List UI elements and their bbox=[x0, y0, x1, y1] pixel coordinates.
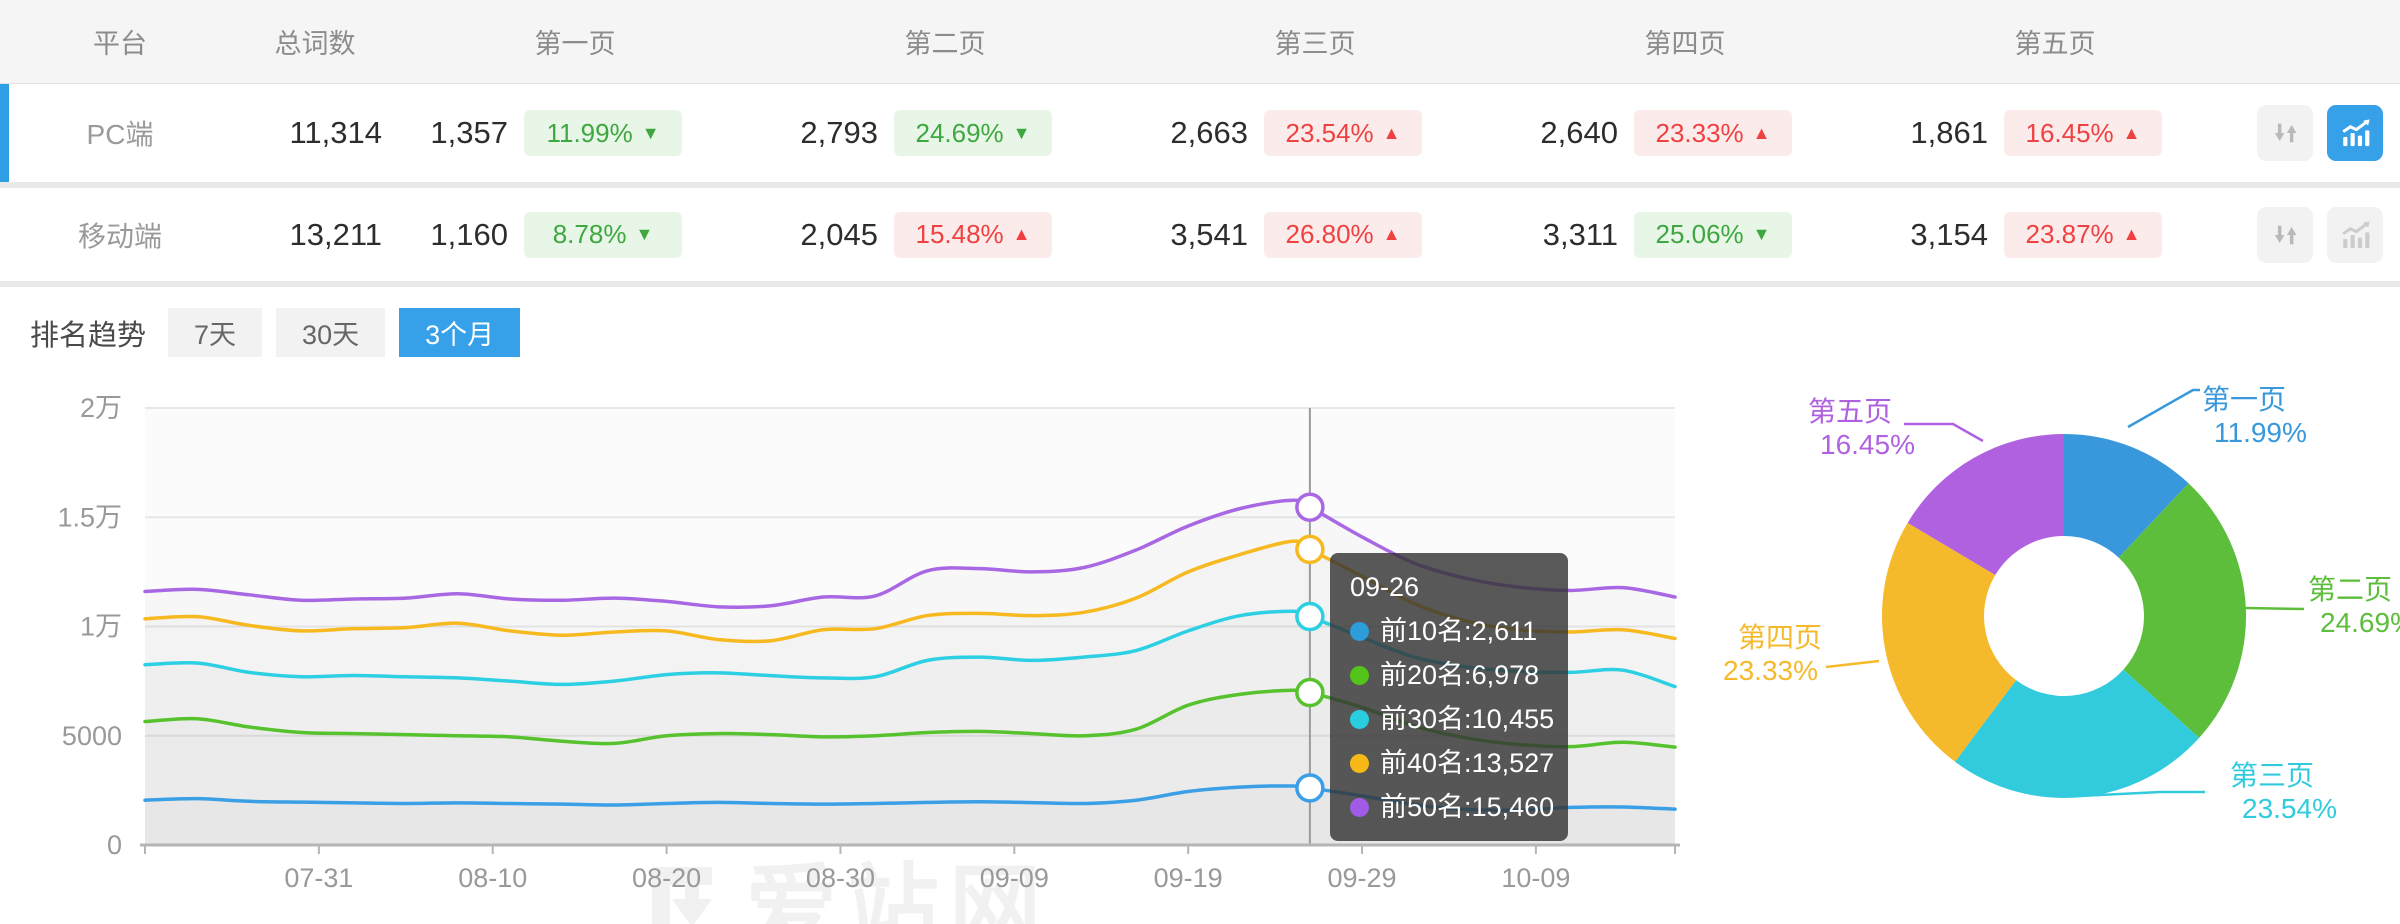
total-words-cell: 11,314 bbox=[289, 115, 382, 150]
header-cell-page1: 第一页 bbox=[534, 29, 616, 59]
svg-text:10-09: 10-09 bbox=[1501, 863, 1570, 893]
page5-cell: 3,154 23.87% ▲ bbox=[1870, 211, 2240, 258]
donut-slice-4[interactable] bbox=[1882, 522, 2017, 762]
page-count: 3,154 bbox=[1910, 216, 1988, 252]
trend-badge: 11.99% ▼ bbox=[524, 110, 682, 156]
svg-text:1万: 1万 bbox=[80, 612, 122, 642]
page-count: 1,861 bbox=[1910, 115, 1988, 150]
svg-text:2万: 2万 bbox=[80, 393, 122, 423]
trend-arrow-icon: ▲ bbox=[1012, 224, 1031, 244]
platform-cell: PC端 bbox=[86, 119, 154, 150]
page1-cell: 1,357 11.99% ▼ bbox=[390, 110, 760, 156]
trend-arrow-icon: ▲ bbox=[2122, 224, 2141, 244]
page-count: 2,045 bbox=[800, 216, 878, 252]
page3-cell: 3,541 26.80% ▲ bbox=[1130, 211, 1500, 258]
trend-arrow-icon: ▲ bbox=[2122, 122, 2141, 143]
page2-cell: 2,045 15.48% ▲ bbox=[760, 211, 1130, 258]
header-cell-page5: 第五页 bbox=[2014, 29, 2096, 59]
page-count: 1,357 bbox=[430, 115, 508, 150]
donut-slice-1[interactable] bbox=[2064, 434, 2189, 558]
svg-text:0: 0 bbox=[107, 830, 122, 860]
svg-text:5000: 5000 bbox=[62, 721, 122, 751]
trend-badge: 25.06% ▼ bbox=[1634, 211, 1792, 258]
trend-badge: 23.33% ▲ bbox=[1634, 110, 1792, 156]
trend-arrow-icon: ▲ bbox=[1752, 122, 1771, 143]
donut-label-page1: 第一页 11.99% bbox=[2202, 384, 2307, 448]
svg-text:1.5万: 1.5万 bbox=[57, 502, 122, 532]
trend-arrow-icon: ▼ bbox=[1752, 224, 1771, 244]
donut-label-page5: 第五页 16.45% bbox=[1808, 396, 1915, 460]
page-count: 2,793 bbox=[800, 115, 878, 150]
trend-badge: 24.69% ▼ bbox=[894, 110, 1052, 156]
page-distribution-donut-chart[interactable] bbox=[1700, 287, 2400, 924]
page5-cell: 1,861 16.45% ▲ bbox=[1870, 110, 2240, 156]
trend-toolbar: 排名趋势 7天 30天 3个月 bbox=[30, 308, 534, 357]
sort-button[interactable] bbox=[2257, 206, 2313, 263]
page1-cell: 1,160 8.78% ▼ bbox=[390, 211, 760, 258]
page-count: 2,640 bbox=[1540, 115, 1618, 150]
platform-cell: 移动端 bbox=[77, 220, 162, 252]
total-words-cell: 13,211 bbox=[289, 216, 382, 252]
svg-text:09-19: 09-19 bbox=[1154, 863, 1223, 893]
trend-arrow-icon: ▼ bbox=[1012, 122, 1031, 143]
trend-badge: 15.48% ▲ bbox=[894, 211, 1052, 258]
trend-arrow-icon: ▼ bbox=[635, 224, 654, 244]
trend-badge: 26.80% ▲ bbox=[1264, 211, 1422, 258]
trend-badge: 16.45% ▲ bbox=[2004, 110, 2162, 156]
sort-button[interactable] bbox=[2257, 105, 2313, 161]
up-down-arrows-icon bbox=[2274, 225, 2297, 244]
rank-trend-panel: 排名趋势 7天 30天 3个月 0 5000 1万 1.5万 2万爱站网 07-31 08-… bbox=[0, 287, 2400, 924]
tab-30-days[interactable]: 30天 bbox=[276, 308, 386, 357]
trend-section-title: 排名趋势 bbox=[30, 319, 147, 352]
header-cell-page2: 第二页 bbox=[904, 29, 986, 59]
page-count: 2,663 bbox=[1170, 115, 1248, 150]
svg-text:07-31: 07-31 bbox=[284, 863, 353, 893]
trend-badge: 23.87% ▲ bbox=[2004, 211, 2162, 258]
header-cell-platform: 平台 bbox=[93, 29, 147, 59]
trend-badge: 8.78% ▼ bbox=[524, 211, 682, 258]
active-row-indicator bbox=[0, 84, 9, 182]
tab-7-days[interactable]: 7天 bbox=[168, 308, 263, 357]
page-count: 1,160 bbox=[430, 216, 508, 252]
page4-cell: 2,640 23.33% ▲ bbox=[1500, 110, 1870, 156]
donut-slice-2[interactable] bbox=[2118, 483, 2246, 738]
table-row-pc[interactable]: PC端 11,314 1,357 11.99% ▼ 2,793 24.69% ▼ 2… bbox=[0, 84, 2400, 182]
line-chart-icon bbox=[2342, 220, 2370, 248]
donut-label-page4: 第四页 23.33% bbox=[1723, 622, 1822, 686]
header-cell-total-words: 总词数 bbox=[274, 29, 356, 59]
page-count: 3,311 bbox=[1542, 216, 1618, 252]
header-cell-page4: 第四页 bbox=[1644, 29, 1726, 59]
page4-cell: 3,311 25.06% ▼ bbox=[1500, 211, 1870, 258]
donut-label-page3: 第三页 23.54% bbox=[2230, 760, 2337, 824]
trend-chart-button[interactable] bbox=[2327, 206, 2383, 263]
donut-slice-5[interactable] bbox=[1907, 434, 2064, 576]
svg-text:爱站网: 爱站网 bbox=[745, 857, 1051, 924]
trend-badge: 23.54% ▲ bbox=[1264, 110, 1422, 156]
trend-chart-button[interactable] bbox=[2327, 105, 2383, 161]
svg-text:08-20: 08-20 bbox=[632, 863, 701, 893]
page3-cell: 2,663 23.54% ▲ bbox=[1130, 110, 1500, 156]
trend-arrow-icon: ▲ bbox=[1382, 122, 1401, 143]
trend-arrow-icon: ▲ bbox=[1382, 224, 1401, 244]
header-cell-page3: 第三页 bbox=[1274, 29, 1356, 59]
svg-text:09-29: 09-29 bbox=[1328, 863, 1397, 893]
table-header: 平台 总词数 第一页 第二页 第三页 第四页 第五页 bbox=[0, 0, 2400, 84]
table-row-mobile[interactable]: 移动端 13,211 1,160 8.78% ▼ 2,045 15.48% ▲ 3,… bbox=[0, 188, 2400, 281]
page-count: 3,541 bbox=[1170, 216, 1248, 252]
page2-cell: 2,793 24.69% ▼ bbox=[760, 110, 1130, 156]
tab-3-months[interactable]: 3个月 bbox=[399, 308, 521, 357]
donut-slice-3[interactable] bbox=[1954, 669, 2200, 798]
trend-arrow-icon: ▼ bbox=[641, 122, 660, 143]
svg-text:09-09: 09-09 bbox=[980, 863, 1049, 893]
line-chart-icon bbox=[2342, 119, 2370, 147]
up-down-arrows-icon bbox=[2274, 123, 2297, 143]
svg-text:08-30: 08-30 bbox=[806, 863, 875, 893]
svg-text:08-10: 08-10 bbox=[458, 863, 527, 893]
